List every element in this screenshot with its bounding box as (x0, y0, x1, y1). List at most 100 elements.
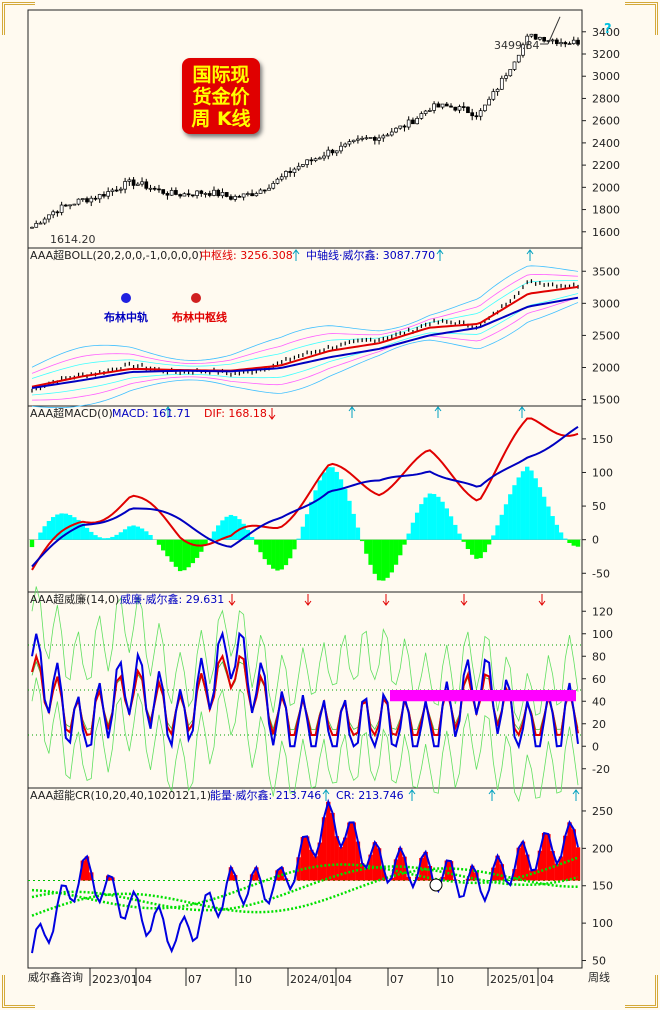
legend-mid: 布林中枢线 (172, 311, 227, 324)
cr-fill-bar (469, 865, 475, 881)
cr-fill-bar (334, 836, 339, 881)
candle-body (483, 104, 487, 112)
candle-body (178, 194, 182, 197)
candle-body (309, 159, 314, 162)
candle-body (199, 190, 204, 194)
boll-band-line (31, 293, 579, 396)
candle-body (241, 193, 246, 198)
cr-fill-bar (381, 867, 386, 881)
candle-body (186, 193, 191, 196)
candle-body (516, 54, 521, 63)
macd-histogram-bar (50, 517, 56, 540)
candle-body (68, 204, 72, 207)
candle-body (491, 91, 496, 100)
macd-histogram-bar (381, 539, 386, 581)
macd-histogram-bar (448, 516, 454, 540)
candle-body (402, 125, 407, 128)
cr-up-arrow (322, 789, 330, 795)
candle-body (123, 181, 127, 190)
cr-fill-bar (313, 856, 318, 881)
candle-body (385, 134, 390, 137)
macd-histogram-bar (220, 520, 225, 540)
candle-body (461, 106, 466, 108)
wr-envelope (31, 586, 579, 723)
macd-histogram-bar (563, 538, 568, 540)
macd-histogram-bar (101, 538, 107, 540)
wr-y-tick-label: 40 (592, 695, 606, 708)
cr-fill-bar (571, 829, 576, 881)
candle-body (207, 193, 212, 196)
macd-histogram-bar (279, 539, 284, 570)
cr-fill-bar (558, 856, 564, 881)
macd-histogram-bar (38, 532, 43, 540)
macd-histogram-bar (529, 470, 534, 540)
candle-body (372, 137, 377, 141)
cr-fill-bar (368, 854, 373, 881)
cr-fill-bar (402, 856, 407, 881)
cr-fill-bar (512, 869, 517, 881)
macd-histogram-bar (148, 534, 153, 540)
candle-body (169, 190, 174, 196)
candle-body (284, 170, 288, 178)
candle-body (317, 157, 322, 160)
macd-histogram-bar (300, 526, 306, 540)
macd-histogram-bar (427, 493, 433, 540)
macd-histogram-bar (232, 516, 238, 540)
macd-histogram-bar (271, 539, 276, 569)
candle-body (571, 39, 576, 44)
candle-body (80, 198, 85, 200)
smiley-icon (429, 878, 443, 892)
wr-highlight-bar (390, 690, 576, 702)
candle-body (576, 39, 580, 45)
cr-fill-bar (529, 870, 534, 881)
boll-y-tick-label: 3000 (592, 297, 620, 310)
x-tick-label: 04 (338, 973, 352, 986)
cr-energy-label: 能量·威尔鑫: 213.746 (210, 789, 322, 802)
candle-body (237, 195, 242, 198)
candle-body (229, 196, 233, 200)
price-y-tick-label: 3200 (592, 48, 620, 61)
corner-decoration (2, 2, 35, 35)
macd-line (31, 426, 579, 568)
macd-histogram-bar (80, 523, 85, 540)
macd-histogram-bar (402, 539, 407, 545)
legend-dot-blue (121, 293, 131, 303)
help-icon[interactable]: ? (604, 22, 612, 37)
macd-up-arrow (434, 406, 442, 412)
candle-body (419, 113, 424, 119)
macd-histogram-bar (486, 539, 492, 545)
cr-fill-bar (355, 841, 361, 881)
macd-histogram-bar (440, 501, 445, 540)
candle-body (542, 36, 546, 42)
candle-body (326, 149, 331, 157)
cr-fill-bar (304, 836, 310, 881)
macd-histogram-bar (431, 494, 437, 540)
wr-down-arrow (460, 600, 468, 606)
macd-histogram-bar (254, 539, 259, 545)
candle-body (42, 218, 47, 224)
macd-histogram-bar (105, 538, 111, 540)
macd-histogram-bar (283, 539, 289, 566)
wr-title: AAA超威廉(14,0) (30, 593, 120, 606)
boll-y-tick-label: 3500 (592, 265, 620, 278)
macd-title: AAA超MACD(0) (30, 407, 113, 420)
macd-histogram-bar (571, 539, 576, 546)
boll-title: AAA超BOLL(20,2,0,0,-1,0,0,0,0) (30, 249, 203, 262)
cr-fill-bar (330, 812, 335, 881)
candle-body (381, 135, 386, 139)
cr-fill-bar (423, 851, 428, 881)
macd-histogram-bar (296, 538, 301, 540)
macd-y-tick-label: -50 (592, 567, 610, 580)
macd-histogram-bar (376, 539, 382, 581)
candle-body (127, 179, 132, 182)
macd-histogram-bar (444, 508, 449, 540)
macd-histogram-bar (55, 514, 60, 540)
macd-histogram-bar (389, 539, 394, 573)
cr-fill-bar (537, 850, 543, 881)
candle-body (368, 137, 373, 139)
candle-body (559, 42, 563, 45)
cr-fill-bar (499, 864, 505, 881)
macd-histogram-bar (469, 539, 475, 555)
candle-body (406, 119, 411, 128)
